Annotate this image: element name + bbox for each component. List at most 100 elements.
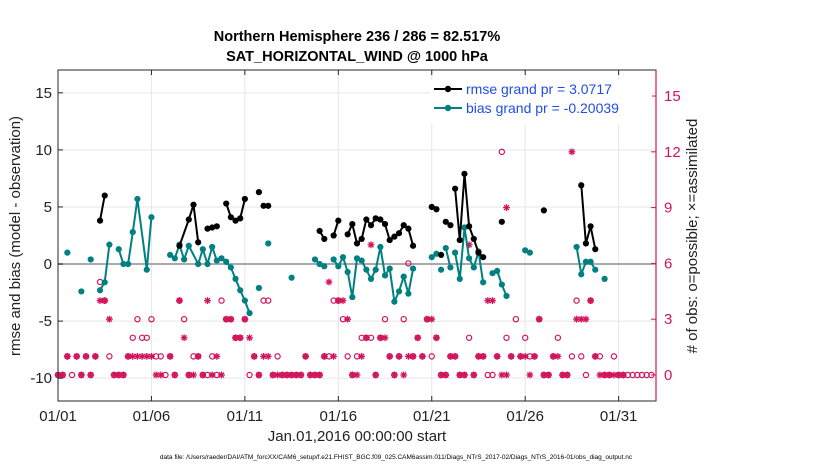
rmse-point xyxy=(190,201,197,208)
obs-assimilated-marker xyxy=(264,352,272,360)
obs-possible-marker xyxy=(578,353,585,360)
rmse-point xyxy=(428,203,435,211)
bias-point xyxy=(494,267,501,274)
rmse-point xyxy=(241,195,248,203)
obs-assimilated-marker xyxy=(218,371,225,379)
obs-assimilated-marker xyxy=(619,371,627,379)
bias-point xyxy=(316,260,323,268)
bias-point xyxy=(489,270,496,277)
obs-assimilated-marker xyxy=(344,315,352,323)
rmse-point xyxy=(433,206,440,213)
obs-possible-marker xyxy=(157,353,164,360)
bias-point xyxy=(232,275,239,282)
obs-assimilated-marker xyxy=(176,297,183,304)
bias-point xyxy=(573,243,580,251)
obs-assimilated-marker xyxy=(390,371,398,379)
x-tick-label: 01/01 xyxy=(39,408,77,425)
obs-assimilated-marker xyxy=(143,352,151,360)
y-right-tick-label: 15 xyxy=(664,88,681,105)
obs-assimilated-marker xyxy=(311,371,319,379)
obs-possible-marker xyxy=(573,297,580,304)
obs-assimilated-marker xyxy=(433,334,440,342)
bias-point xyxy=(466,255,473,262)
bias-point xyxy=(134,195,141,203)
chart-title-line2: SAT_HORIZONTAL_WIND @ 1000 hPa xyxy=(226,49,489,65)
rmse-point xyxy=(316,227,323,235)
bias-point xyxy=(148,214,155,221)
obs-assimilated-marker xyxy=(489,297,496,304)
y-axis-left-ticks: -10 -5 0 5 10 15 xyxy=(30,85,63,387)
bias-point xyxy=(64,249,71,256)
obs-possible-marker xyxy=(344,353,351,360)
obs-assimilated-marker xyxy=(190,371,197,379)
obs-assimilated-marker xyxy=(73,352,81,360)
bias-point xyxy=(311,256,319,263)
rmse-point xyxy=(265,202,272,209)
rmse-point xyxy=(466,223,473,230)
rmse-point xyxy=(227,214,234,221)
rmse-point xyxy=(330,232,337,239)
bias-point xyxy=(452,249,459,256)
y-axis-left-label: rmse and bias (model - observation) xyxy=(7,116,24,356)
bias-point xyxy=(447,264,454,271)
obs-assimilated-marker xyxy=(105,315,113,323)
bias-point xyxy=(246,310,253,317)
obs-assimilated-marker xyxy=(115,371,123,379)
bias-point xyxy=(330,256,337,263)
obs-assimilated-marker xyxy=(227,315,235,323)
obs-possible-marker xyxy=(512,315,520,323)
rmse-point xyxy=(213,223,220,230)
obs-possible-marker xyxy=(148,315,155,323)
obs-assimilated-marker xyxy=(372,371,380,379)
obs-possible-marker xyxy=(106,353,113,360)
bias-line xyxy=(444,247,452,268)
rmse-point xyxy=(237,215,244,222)
obs-assimilated-marker xyxy=(428,315,436,323)
bias-point xyxy=(335,263,342,270)
obs-assimilated-marker xyxy=(475,352,482,360)
obs-assimilated-marker xyxy=(96,297,104,304)
bias-point xyxy=(372,266,379,273)
rmse-point xyxy=(358,235,365,243)
obs-assimilated-marker xyxy=(325,278,333,286)
rmse-point xyxy=(209,224,216,231)
obs-assimilated-marker xyxy=(568,148,576,156)
bias-point xyxy=(204,260,211,268)
obs-assimilated-marker xyxy=(381,334,389,342)
obs-possible-marker xyxy=(134,315,141,323)
rmse-point xyxy=(475,249,482,256)
obs-assimilated-marker xyxy=(194,352,202,360)
bias-point xyxy=(578,271,585,278)
y-left-tick-label: 0 xyxy=(44,256,52,273)
legend: rmse grand pr = 3.0717 bias grand pr = -… xyxy=(430,80,652,124)
bias-point xyxy=(185,242,192,249)
bias-point xyxy=(587,258,594,265)
x-tick-label: 01/06 xyxy=(133,408,171,425)
bias-point xyxy=(498,281,505,288)
y-left-tick-label: 10 xyxy=(35,142,52,159)
rmse-point xyxy=(335,217,342,224)
bias-point xyxy=(237,287,244,294)
rmse-point xyxy=(461,170,468,177)
obs-assimilated-marker xyxy=(591,352,599,360)
rmse-point xyxy=(381,220,389,228)
obs-assimilated-marker xyxy=(339,297,347,304)
obs-possible-marker xyxy=(521,334,529,341)
rmse-point xyxy=(582,240,590,247)
bias-point xyxy=(391,298,398,305)
rmse-point xyxy=(592,246,599,253)
rmse-point xyxy=(96,217,104,224)
bias-point xyxy=(367,275,375,282)
obs-assimilated-marker xyxy=(470,371,478,379)
bias-point xyxy=(522,247,529,254)
obs-assimilated-marker xyxy=(213,352,221,360)
obs-possible-marker xyxy=(465,334,473,341)
bias-point xyxy=(218,255,225,262)
obs-assimilated-marker xyxy=(120,371,127,379)
bias-point xyxy=(227,264,234,271)
bias-point xyxy=(470,264,477,271)
bias-point xyxy=(480,279,487,286)
obs-assimilated-marker xyxy=(91,352,99,360)
x-axis-ticks: 01/01 01/06 01/11 01/16 01/21 01/26 01/31 xyxy=(39,70,637,425)
rmse-point xyxy=(578,182,585,189)
